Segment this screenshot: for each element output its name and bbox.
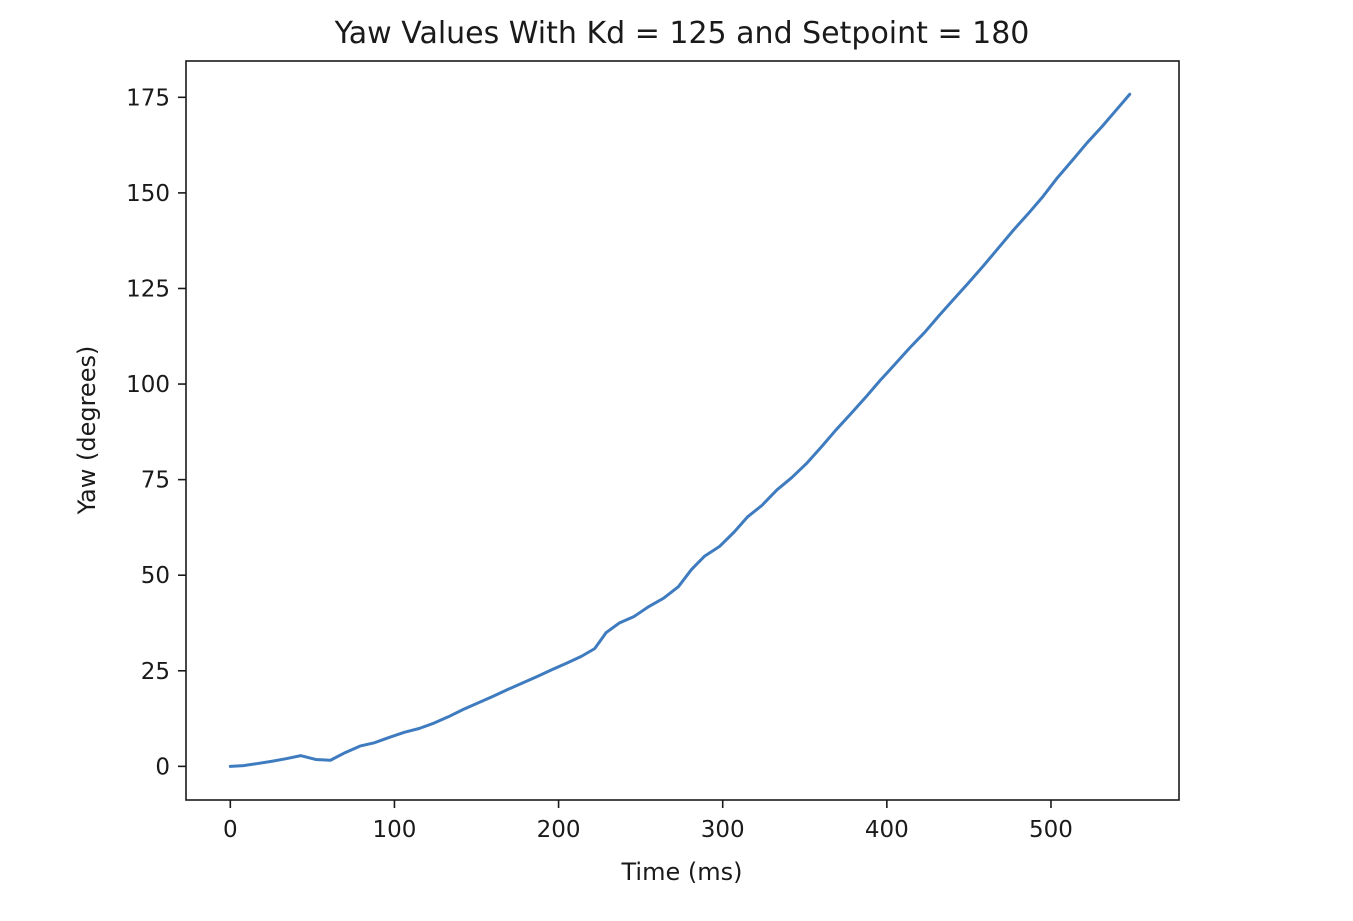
x-tick-label: 0 [223, 817, 238, 843]
x-tick-label: 100 [372, 817, 416, 843]
y-tick-label: 75 [141, 468, 170, 494]
y-axis-label: Yaw (degrees) [73, 346, 101, 516]
x-tick-label: 300 [701, 817, 745, 843]
y-tick-label: 150 [126, 181, 170, 207]
chart-title: Yaw Values With Kd = 125 and Setpoint = … [334, 16, 1030, 51]
y-tick-label: 125 [126, 276, 170, 302]
x-tick-label: 200 [537, 817, 581, 843]
plot-frame [185, 60, 1180, 801]
y-tick-label: 100 [126, 372, 170, 398]
series-layer [228, 92, 1132, 768]
series-line [228, 92, 1132, 768]
y-tick-label: 0 [155, 754, 170, 780]
x-axis-ticks: 0 100 200 300 400 500 [223, 800, 1073, 843]
y-axis-ticks: 0 25 50 75 100 125 150 175 [126, 85, 186, 780]
x-axis-label: Time (ms) [621, 858, 743, 886]
x-tick-label: 400 [865, 817, 909, 843]
y-tick-label: 50 [141, 563, 170, 589]
y-tick-label: 25 [141, 659, 170, 685]
x-tick-label: 500 [1029, 817, 1073, 843]
y-tick-label: 175 [126, 85, 170, 111]
